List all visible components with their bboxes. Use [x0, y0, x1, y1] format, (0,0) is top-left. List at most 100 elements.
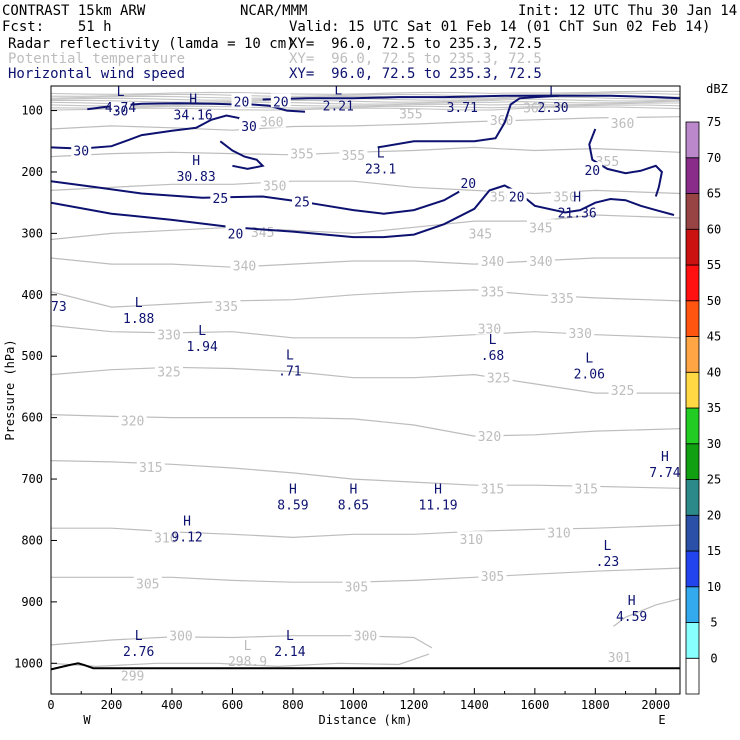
theta-label-bg	[133, 575, 162, 590]
theta-label: 330	[478, 323, 501, 338]
wind-extremum-mark: L	[489, 333, 497, 348]
x-tick-label: 400	[161, 698, 183, 712]
theta-contour-300	[51, 635, 433, 649]
wind-contour-20	[588, 128, 663, 197]
wind-extremum-value: .23	[596, 555, 619, 570]
wind-extremum-mark: L	[198, 324, 206, 339]
theta-label-bg	[118, 667, 147, 682]
y-tick-label: 1000	[14, 656, 43, 670]
theta-label-bg	[478, 253, 507, 268]
upper-theta-line	[51, 104, 680, 109]
chart-header: CONTRAST 15km ARW NCAR/MMM Init: 12 UTC …	[0, 0, 740, 85]
upper-theta-band	[51, 90, 680, 111]
theta-label-bg	[478, 568, 507, 583]
wind-extremum-value: 23.1	[365, 162, 396, 177]
reflectivity-colorbar: 0 5 10 15 20 25 30 35 40 45 50 55 60 65 70 75 dBZ	[685, 82, 728, 695]
wind-extremum-mark: H	[289, 482, 297, 497]
colorbar-label: 70	[707, 151, 721, 165]
wind-extremum-mark: L	[286, 629, 294, 644]
theta-label: 330	[568, 327, 591, 342]
forecast-hour: Fcst: 51 h	[2, 19, 112, 35]
axes: 0 200 400 600 800 1000 1200 1400 1600 1800 2000 100…	[3, 85, 681, 727]
theta-contour-340	[51, 257, 680, 268]
theta-label-bg	[475, 320, 504, 335]
wind-extremum-mark: H	[573, 191, 581, 206]
wind-label-bg	[582, 162, 603, 177]
wind-label-bg	[110, 102, 131, 117]
theta-label: 355	[290, 148, 313, 163]
x-tick-label: 600	[222, 698, 244, 712]
theta-label: 340	[233, 259, 256, 274]
wind-extremum-mark: H	[192, 154, 200, 169]
theta-label: 320	[478, 430, 501, 445]
wind-label-bg	[458, 175, 479, 190]
theta-contour-310	[51, 524, 680, 539]
y-tick-label: 300	[21, 226, 43, 240]
wind-extremum-mark: L	[377, 146, 385, 161]
theta-label-bg	[151, 529, 180, 544]
wind-extremum-mark: H	[434, 482, 442, 497]
theta-label: 335	[481, 286, 504, 301]
colorbar-label: 30	[707, 437, 721, 451]
wind-contour-30	[51, 114, 252, 150]
x-tick-label: 1600	[520, 698, 549, 712]
theta-label: 325	[487, 372, 510, 387]
x-tick-label: 1200	[399, 698, 428, 712]
theta-contour-299	[51, 653, 430, 668]
wind-extremum-mark: L	[117, 85, 125, 100]
wind-extremum-value: 2.76	[123, 645, 154, 660]
wind-extremum-value: 30.83	[177, 170, 216, 185]
theta-label: 305	[481, 570, 504, 585]
colorbar-swatch	[685, 443, 700, 480]
theta-label-bg	[342, 578, 371, 593]
colorbar-label: 55	[707, 258, 721, 272]
colorbar-label: 75	[707, 115, 721, 129]
wind-extremum-value: 8.59	[277, 498, 308, 513]
colorbar-label: 15	[707, 544, 721, 558]
wind-contour-20	[377, 94, 560, 149]
wind-extremum-mark: L	[334, 84, 342, 99]
colorbar-swatch	[685, 586, 700, 623]
theta-label-bg	[257, 113, 286, 128]
wind-extremum-value: 1.94	[187, 340, 218, 355]
theta-label: 335	[550, 292, 573, 307]
field-wind-name: Horizontal wind speed	[8, 66, 186, 82]
colorbar-swatch	[685, 157, 700, 194]
theta-label: 305	[345, 581, 368, 596]
theta-label-bg	[478, 283, 507, 298]
valid-time: Valid: 15 UTC Sat 01 Feb 14 (01 ChT Sun …	[289, 19, 711, 35]
theta-label: 315	[575, 482, 598, 497]
theta-label: 320	[121, 415, 144, 430]
theta-label-bg	[478, 480, 507, 495]
colorbar-swatch	[685, 514, 700, 552]
theta-label-bg	[526, 219, 555, 234]
y-tick-label: 100	[21, 104, 43, 118]
colorbar-swatch	[685, 622, 700, 659]
wind-label: 20	[234, 95, 250, 110]
wind-label: 20	[273, 95, 289, 110]
colorbar-label: 50	[707, 294, 721, 308]
theta-label-bg	[167, 627, 196, 642]
theta-label-bg	[351, 627, 380, 642]
theta-contour-325	[51, 366, 680, 394]
colorbar-swatch	[685, 264, 700, 302]
theta-label: 310	[460, 533, 483, 548]
wind-extremum-mark: H	[189, 92, 197, 107]
theta-label: 345	[469, 227, 492, 242]
theta-label-bg	[136, 458, 165, 473]
theta-label-bg	[154, 363, 183, 378]
wind-label: 20	[584, 164, 600, 179]
x-tick-label: 200	[101, 698, 123, 712]
colorbar-swatch	[685, 336, 700, 373]
upper-theta-line	[51, 102, 680, 107]
theta-label: 330	[157, 329, 180, 344]
theta-label: 360	[490, 114, 513, 129]
wind-label-bg	[270, 93, 291, 108]
theta-label-bg	[526, 253, 555, 268]
theta-label: 340	[481, 255, 504, 270]
field-theta-xy: XY= 96.0, 72.5 to 235.3, 72.5	[289, 51, 542, 67]
wind-extremum-value: 1.88	[123, 312, 154, 327]
field-wind-xy: XY= 96.0, 72.5 to 235.3, 72.5	[289, 66, 542, 82]
wind-extremum-value: 3.71	[447, 101, 478, 116]
